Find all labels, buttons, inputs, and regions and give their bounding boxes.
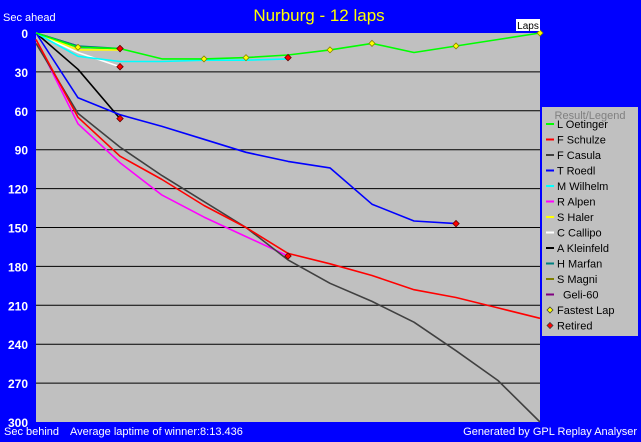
- legend-label: S Haler: [557, 212, 594, 224]
- grid-lines: [36, 71, 540, 384]
- legend-item: M Wilhelm: [546, 181, 608, 193]
- retired-marker: [284, 53, 292, 62]
- y-tick-labels: 0 30 60 90 120 150 180 210 240 270 300: [8, 27, 28, 430]
- series-line: [35, 32, 121, 120]
- legend-item: H Marfan: [546, 259, 602, 271]
- series-line: [35, 42, 541, 423]
- legend-item: F Casula: [546, 150, 602, 162]
- legend-label: Fastest Lap: [557, 305, 614, 317]
- legend-item: T Roedl: [546, 166, 595, 178]
- markers-layer: [74, 29, 544, 260]
- y-tick-label: 30: [15, 66, 29, 80]
- legend-label: H Marfan: [557, 259, 602, 271]
- legend-label: C Callipo: [557, 228, 602, 240]
- legend-item: C Callipo: [546, 228, 602, 240]
- legend-label: F Casula: [557, 150, 602, 162]
- legend-item: R Alpen: [546, 197, 596, 209]
- series-line: [35, 32, 121, 68]
- y-tick-label: 180: [8, 260, 28, 274]
- legend-item: L Oetinger: [546, 119, 608, 131]
- legend-label: M Wilhelm: [557, 181, 608, 193]
- legend-title: Result/Legend: [555, 110, 626, 122]
- legend-item: Retired: [546, 321, 592, 333]
- series-line: [35, 39, 289, 257]
- legend-label: T Roedl: [557, 166, 595, 178]
- legend-label: Geli-60: [563, 290, 598, 302]
- legend-item: S Haler: [546, 212, 594, 224]
- fastest-lap-marker: [368, 39, 376, 47]
- y-tick-label: 90: [15, 144, 29, 158]
- fastest-lap-marker: [326, 46, 334, 54]
- retired-marker: [116, 44, 124, 53]
- legend-label: S Magni: [557, 274, 597, 286]
- footer-left-label: Sec behind: [4, 426, 59, 438]
- fastest-lap-marker: [200, 55, 208, 63]
- legend-item: S Magni: [546, 274, 597, 286]
- legend-label: L Oetinger: [557, 119, 608, 131]
- legend-label: A Kleinfeld: [557, 243, 609, 255]
- retired-marker: [284, 252, 292, 260]
- y-tick-label: 120: [8, 183, 28, 197]
- legend-item: F Schulze: [546, 135, 606, 147]
- fastest-lap-marker: [536, 29, 544, 37]
- legend-label: R Alpen: [557, 197, 596, 209]
- chart-title: Nurburg - 12 laps: [253, 6, 384, 25]
- legend-item: A Kleinfeld: [546, 243, 609, 255]
- legend-items: L Oetinger F Schulze F Casula T Roedl M Wilh…: [546, 119, 614, 333]
- legend-item: Fastest Lap: [546, 305, 614, 317]
- y-tick-label: 0: [21, 27, 28, 41]
- footer-generator: Generated by GPL Replay Analyser: [463, 426, 637, 438]
- fastest-lap-marker: [452, 42, 460, 50]
- y-tick-label: 270: [8, 377, 28, 391]
- y-tick-label: 240: [8, 338, 28, 352]
- legend-label: F Schulze: [557, 135, 606, 147]
- y-tick-label: 300: [8, 416, 28, 430]
- fastest-legend-marker: [546, 306, 554, 314]
- retired-marker: [116, 62, 124, 71]
- x-axis-label: Laps: [517, 21, 539, 32]
- legend-box: [542, 107, 638, 336]
- footer-average-laptime: Average laptime of winner:8:13.436: [70, 426, 243, 438]
- fastest-lap-marker: [74, 43, 82, 51]
- legend-label: Retired: [557, 321, 592, 333]
- fastest-lap-marker: [242, 54, 250, 62]
- legend-item: Geli-60: [546, 290, 598, 302]
- y-tick-label: 60: [15, 105, 29, 119]
- y-tick-label: 210: [8, 299, 28, 313]
- retired-marker: [452, 219, 460, 228]
- y-tick-label: 150: [8, 222, 28, 236]
- series-line: [35, 32, 457, 225]
- retired-legend-marker: [546, 321, 554, 330]
- y-top-label: Sec ahead: [3, 12, 56, 24]
- legend: Result/Legend L Oetinger F Schulze F Casul…: [542, 107, 638, 336]
- retired-marker: [116, 114, 124, 123]
- x-axis-label-box: [516, 19, 540, 31]
